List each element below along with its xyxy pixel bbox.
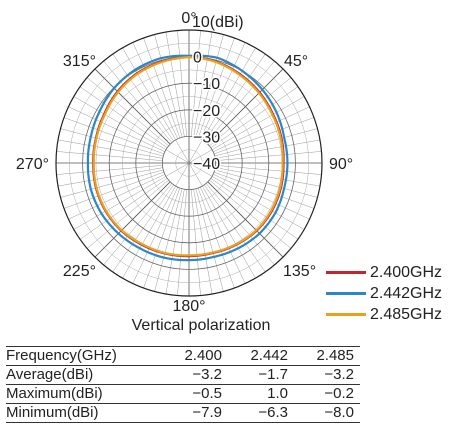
table-row: Minimum(dBi) −7.9 −6.3 −8.0 (6, 403, 360, 423)
table-cell: 1.0 (228, 384, 294, 404)
legend-label: 2.485GHz (370, 305, 443, 323)
legend-swatch (326, 313, 366, 316)
table-header-cell: 2.400 (162, 346, 228, 366)
angle-label: 315° (63, 53, 96, 70)
chart-caption: Vertical polarization (131, 317, 271, 334)
angle-label: 90° (329, 156, 353, 173)
grid-ring (122, 96, 256, 230)
angle-label: 135° (283, 263, 316, 280)
table-header-cell: 2.485 (294, 346, 360, 366)
table-row: Average(dBi) −3.2 −1.7 −3.2 (6, 365, 360, 385)
table-cell: −7.9 (162, 403, 228, 423)
legend: 2.400GHz 2.442GHz 2.485GHz (326, 262, 442, 325)
grid-ring (175, 149, 203, 177)
table-header-cell: Frequency(GHz) (6, 346, 162, 366)
legend-item: 2.442GHz (326, 283, 442, 304)
table-cell: −3.2 (162, 365, 228, 385)
polar-grid (55, 29, 323, 297)
grid-outer-ring (55, 29, 323, 297)
angle-label: 270° (16, 156, 49, 173)
series-line (92, 56, 284, 257)
series-group (86, 54, 289, 262)
legend-swatch (326, 271, 366, 274)
table-header-row: Frequency(GHz) 2.400 2.442 2.485 (6, 346, 360, 366)
legend-label: 2.400GHz (370, 263, 443, 281)
legend-item: 2.485GHz (326, 304, 442, 325)
table-cell: Average(dBi) (6, 365, 162, 385)
angle-label: 225° (63, 263, 96, 280)
grid-ring (108, 82, 270, 244)
table-cell: Maximum(dBi) (6, 384, 162, 404)
radial-tick-label: −40 (193, 156, 220, 173)
angle-label: 45° (284, 53, 308, 70)
radial-tick-label: −10 (193, 76, 220, 93)
table-cell: −6.3 (228, 403, 294, 423)
angle-label: 180° (172, 298, 205, 315)
legend-label: 2.442GHz (370, 284, 443, 302)
table-row: Maximum(dBi) −0.5 1.0 −0.2 (6, 384, 360, 404)
grid-ring (69, 43, 309, 283)
radial-tick-label: −30 (193, 129, 220, 146)
radial-tick-label: 0 (193, 50, 202, 67)
table-cell: −1.7 (228, 365, 294, 385)
legend-item: 2.400GHz (326, 262, 442, 283)
table-cell: −3.2 (294, 365, 360, 385)
grid-ring (148, 122, 230, 204)
table-cell: −0.2 (294, 384, 360, 404)
legend-swatch (326, 292, 366, 295)
grid-ring (161, 135, 216, 190)
axis-labels: 10(dBi) 0 −10 −20 −30 −40 0° 45° 90° 135° 180° 225°… (16, 10, 353, 315)
table-cell: −0.5 (162, 384, 228, 404)
table-header-cell: 2.442 (228, 346, 294, 366)
series-line (86, 54, 289, 262)
grid-ring (135, 109, 243, 217)
table-cell: Minimum(dBi) (6, 403, 162, 423)
radial-tick-label: 10(dBi) (192, 14, 244, 31)
angle-label: 0° (181, 10, 196, 27)
table-cell: −8.0 (294, 403, 360, 423)
stats-table: Frequency(GHz) 2.400 2.442 2.485 Average… (6, 346, 360, 423)
radial-tick-label: −20 (193, 103, 220, 120)
